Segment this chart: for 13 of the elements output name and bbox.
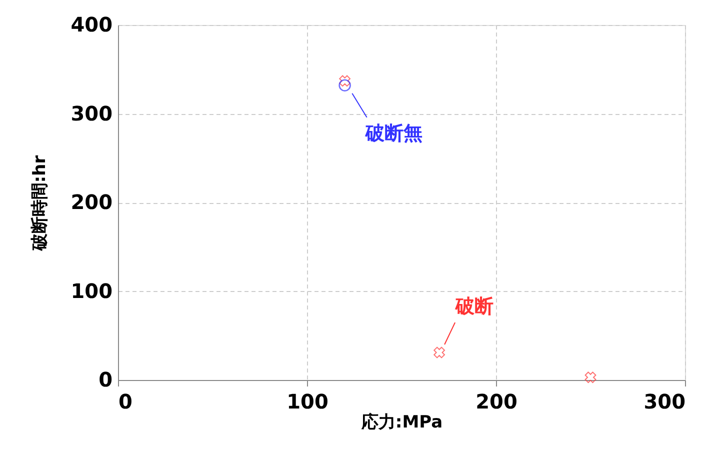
y-tick-label: 300	[70, 101, 112, 126]
y-axis-title: 破断時間:hr	[30, 154, 50, 252]
y-tick-label: 400	[70, 12, 112, 36]
x-tick-label: 0	[118, 390, 132, 414]
x-tick-label: 300	[644, 390, 686, 414]
y-tick-label: 100	[70, 278, 112, 303]
annotation: 破断	[454, 295, 494, 318]
x-tick-label: 200	[476, 390, 518, 414]
annotation: 破断無	[364, 122, 422, 144]
x-tick-label: 100	[286, 390, 328, 414]
x-axis-title: 応力:MPa	[360, 412, 443, 432]
y-tick-label: 200	[70, 190, 112, 214]
y-tick-label: 0	[98, 368, 112, 392]
